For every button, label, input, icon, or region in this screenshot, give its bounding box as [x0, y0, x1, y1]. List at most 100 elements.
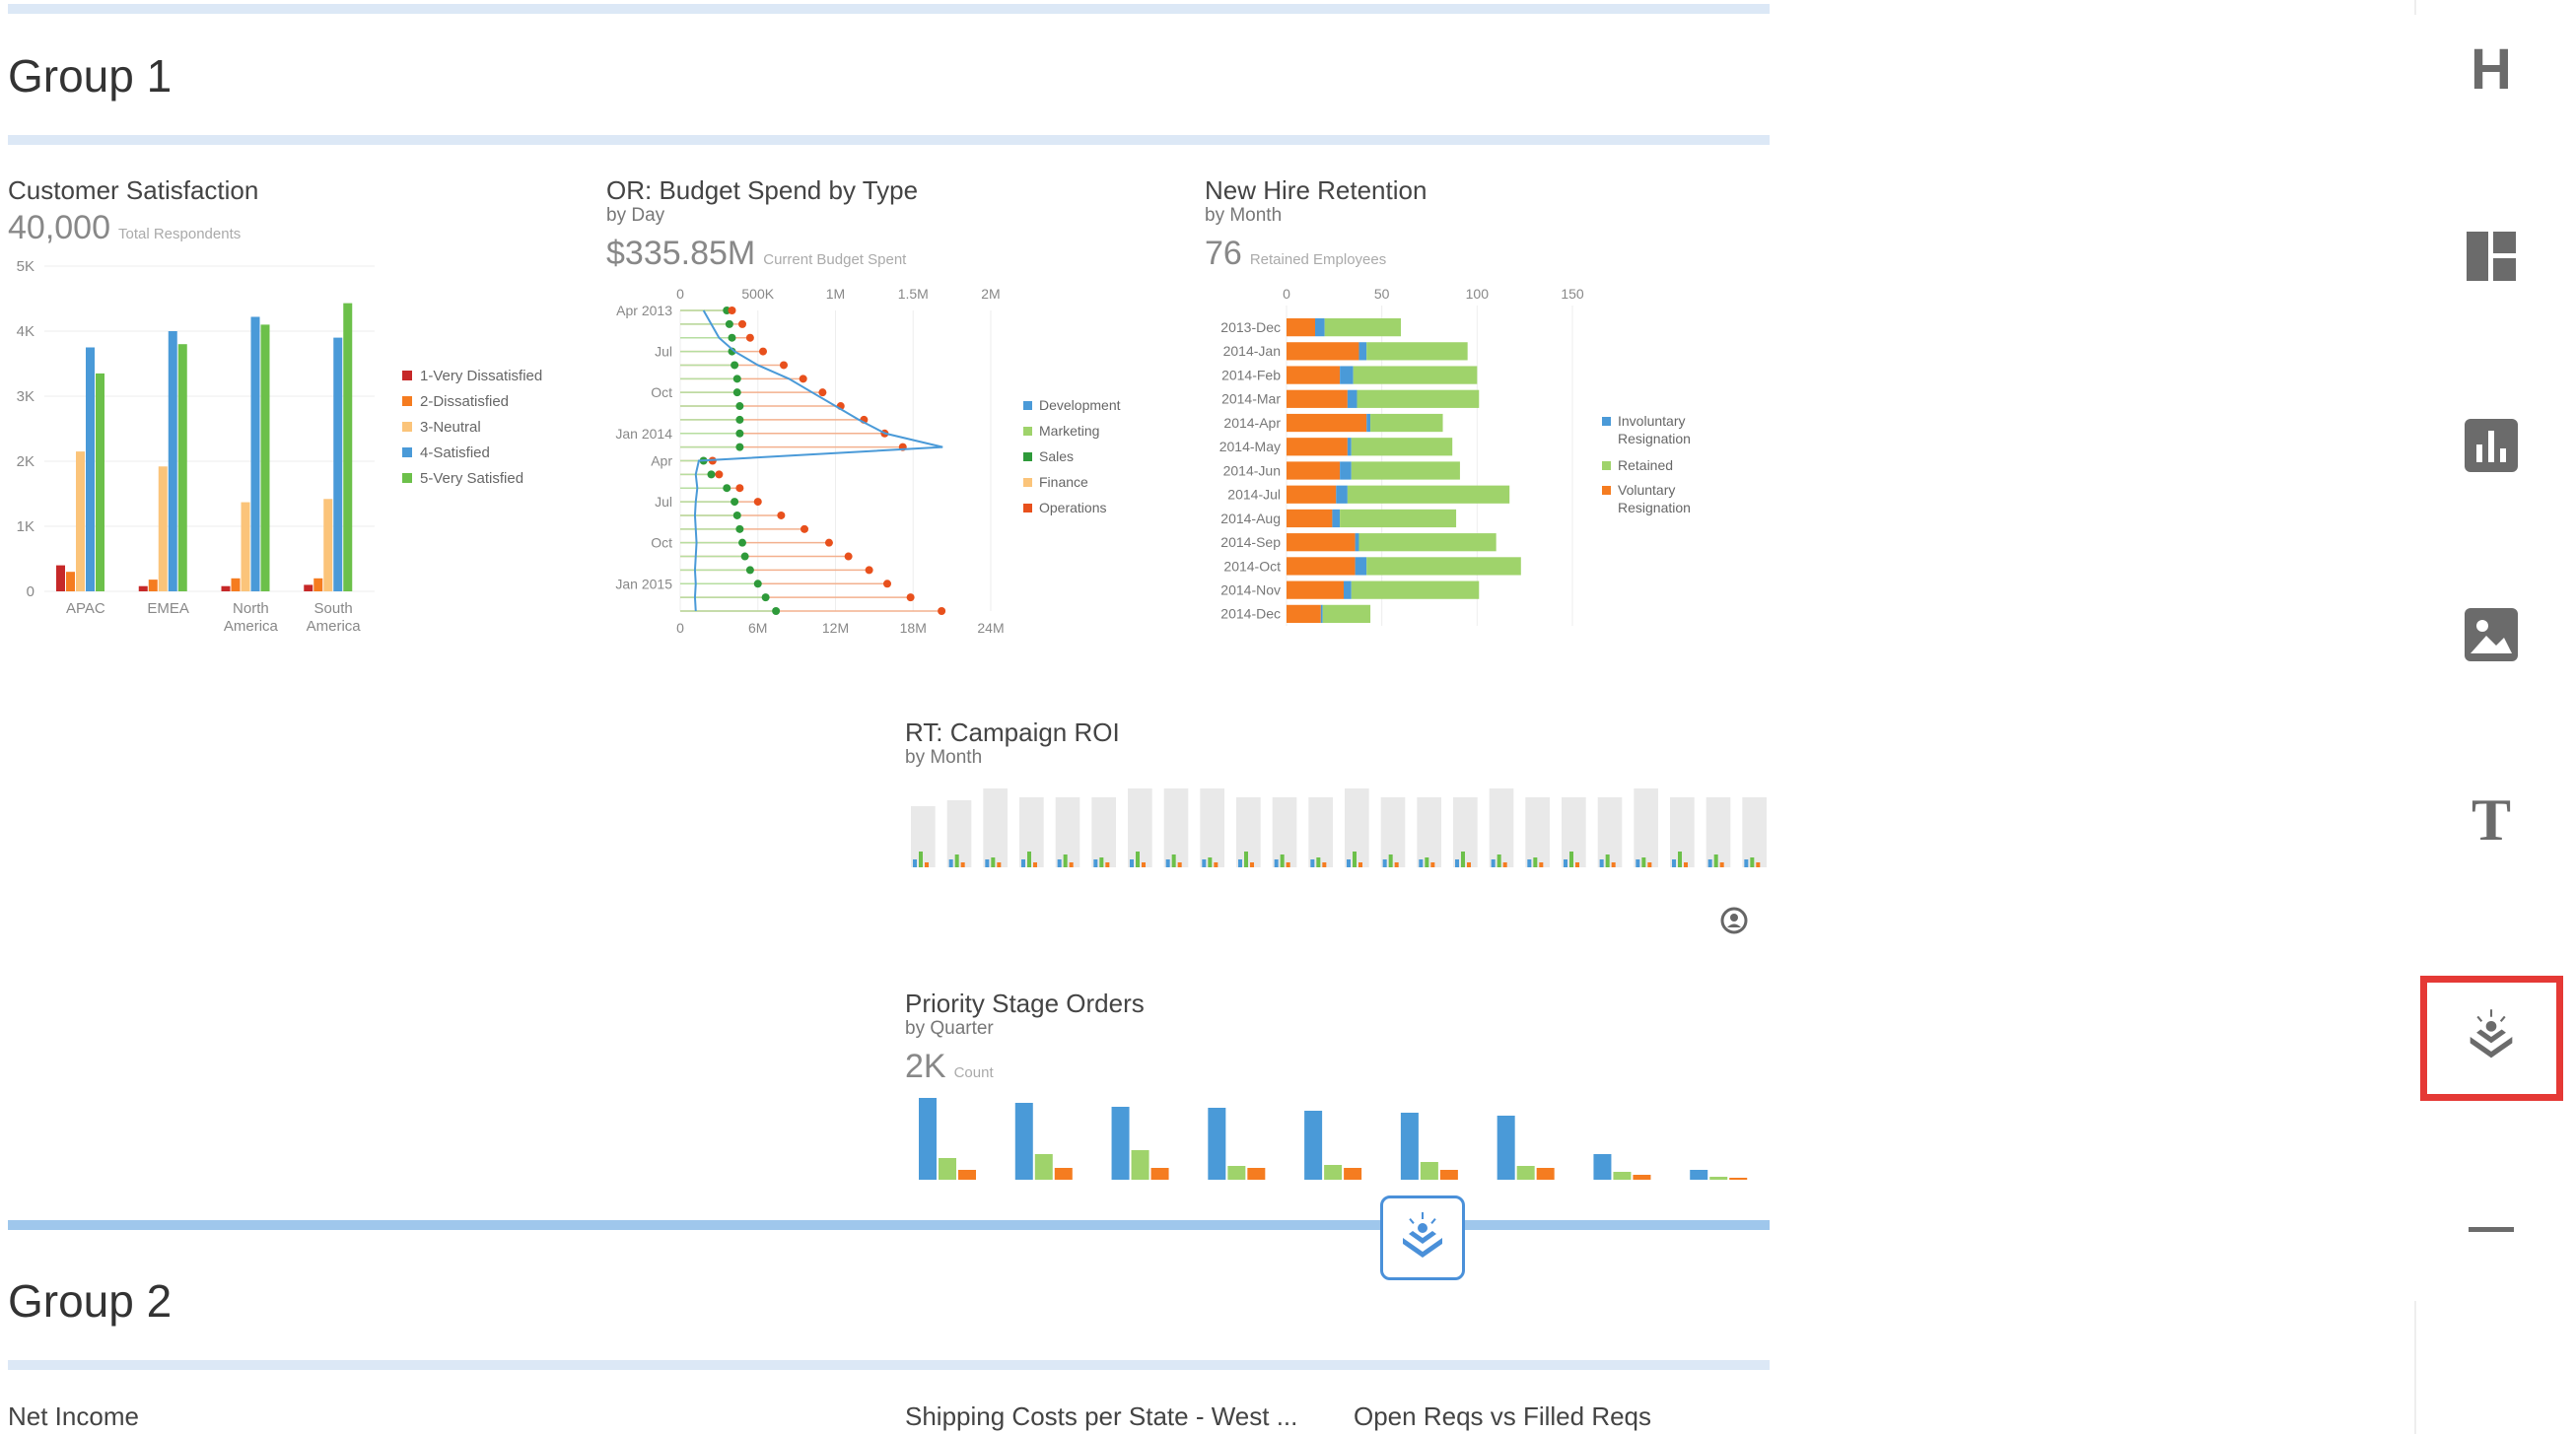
header-icon[interactable]: H — [2471, 36, 2512, 102]
chart-icon[interactable] — [2460, 414, 2523, 477]
category-label: 2014-Dec — [1220, 606, 1281, 622]
category-label: APAC — [66, 600, 105, 617]
bar — [1200, 788, 1224, 867]
separator-icon[interactable] — [2460, 1197, 2523, 1261]
bar — [66, 572, 75, 591]
widget-title: OR: Budget Spend by Type — [606, 175, 919, 205]
series-mark — [1527, 859, 1532, 867]
legend-label: Involuntary — [1618, 413, 1685, 429]
series-mark — [1310, 859, 1315, 867]
group-2-title[interactable]: Group 2 — [8, 1275, 173, 1327]
top-tick: 2M — [981, 286, 1000, 302]
series-mark — [1021, 859, 1025, 867]
bar-segment — [1358, 533, 1497, 552]
widget-title: New Hire Retention — [1205, 175, 1427, 205]
legend-swatch — [402, 371, 412, 380]
bar — [1324, 1165, 1343, 1180]
top-separator — [8, 4, 1770, 14]
widget-subtitle: by Day — [606, 205, 665, 226]
category-label: America — [307, 618, 362, 635]
drop-target-insight[interactable] — [1380, 1195, 1465, 1280]
series-mark — [1069, 862, 1074, 867]
bar — [231, 578, 241, 591]
group-2-drop-separator — [8, 1220, 1770, 1230]
legend-swatch — [1023, 452, 1032, 461]
layout-icon[interactable] — [2460, 225, 2523, 288]
tick-label: 5K — [17, 258, 35, 275]
bar — [1400, 1113, 1419, 1180]
series-mark — [1425, 857, 1429, 867]
widget-net-income-title[interactable]: Net Income — [8, 1401, 139, 1431]
bar-segment — [1336, 485, 1348, 504]
operations-point — [728, 307, 736, 314]
bar — [86, 347, 95, 591]
category-label: 2014-Mar — [1221, 391, 1281, 407]
bar — [958, 1170, 976, 1180]
sales-point — [761, 593, 770, 602]
group-1-title[interactable]: Group 1 — [8, 50, 173, 102]
operations-point — [738, 319, 746, 328]
date-tick: Jul — [655, 494, 672, 510]
operations-point — [745, 333, 754, 342]
bar-segment — [1287, 580, 1344, 599]
tick-label: 4K — [17, 323, 35, 340]
operations-point — [844, 552, 853, 561]
sales-point — [707, 470, 716, 479]
bar — [1014, 1103, 1033, 1180]
bar — [1489, 788, 1514, 867]
bar — [1054, 1168, 1073, 1180]
insight-icon[interactable] — [2460, 1005, 2523, 1068]
series-mark — [1093, 859, 1098, 867]
x-tick: 0 — [1283, 286, 1290, 302]
date-tick: Apr 2013 — [616, 303, 672, 318]
series-mark — [1171, 854, 1176, 867]
legend-label: Marketing — [1039, 423, 1099, 439]
operations-point — [735, 484, 744, 493]
sales-point — [735, 402, 744, 411]
bar-segment — [1340, 509, 1457, 528]
bar — [1055, 797, 1080, 867]
legend-swatch — [402, 422, 412, 432]
bar-segment — [1324, 318, 1401, 337]
date-tick: Jul — [655, 344, 672, 360]
legend-label: 5-Very Satisfied — [420, 470, 523, 487]
text-icon[interactable]: T — [2471, 786, 2512, 853]
series-mark — [1641, 857, 1646, 867]
series-mark — [1491, 859, 1496, 867]
series-mark — [1394, 862, 1399, 867]
series-mark — [1027, 852, 1031, 867]
date-tick: Oct — [651, 384, 672, 400]
bar-segment — [1287, 318, 1315, 337]
legend-label: Resignation — [1618, 431, 1691, 446]
bar — [1345, 788, 1369, 867]
category-label: 2014-Nov — [1220, 582, 1281, 598]
tick-label: 1K — [17, 518, 35, 535]
widget-shipping-costs-title[interactable]: Shipping Costs per State - West ... — [905, 1401, 1298, 1431]
bar-segment — [1287, 533, 1356, 552]
bar-segment — [1287, 389, 1348, 408]
bar — [158, 466, 168, 591]
widget-open-reqs-title[interactable]: Open Reqs vs Filled Reqs — [1354, 1401, 1652, 1431]
series-mark — [1599, 859, 1604, 867]
bar — [1150, 1168, 1169, 1180]
sales-point — [735, 524, 744, 533]
legend-label: Resignation — [1618, 500, 1691, 515]
bar — [939, 1158, 956, 1180]
legend-label: Finance — [1039, 474, 1088, 490]
series-mark — [1130, 859, 1134, 867]
bar-segment — [1340, 461, 1352, 480]
category-label: 2014-Apr — [1223, 415, 1281, 431]
top-tick: 1M — [826, 286, 845, 302]
series-mark — [1208, 857, 1213, 867]
bar — [1729, 1178, 1748, 1180]
category-label: EMEA — [147, 600, 189, 617]
category-label: America — [224, 618, 279, 635]
bar — [1709, 1177, 1728, 1180]
user-icon[interactable] — [1720, 907, 1748, 934]
series-mark — [1678, 852, 1682, 867]
new-hire-retention-chart: 0 50 100 150 2013-Dec 2014-Jan 2014-Feb 2014-Ma… — [1219, 286, 1691, 626]
x-tick: 50 — [1374, 286, 1390, 302]
bar — [1128, 788, 1152, 867]
image-icon[interactable] — [2460, 603, 2523, 666]
